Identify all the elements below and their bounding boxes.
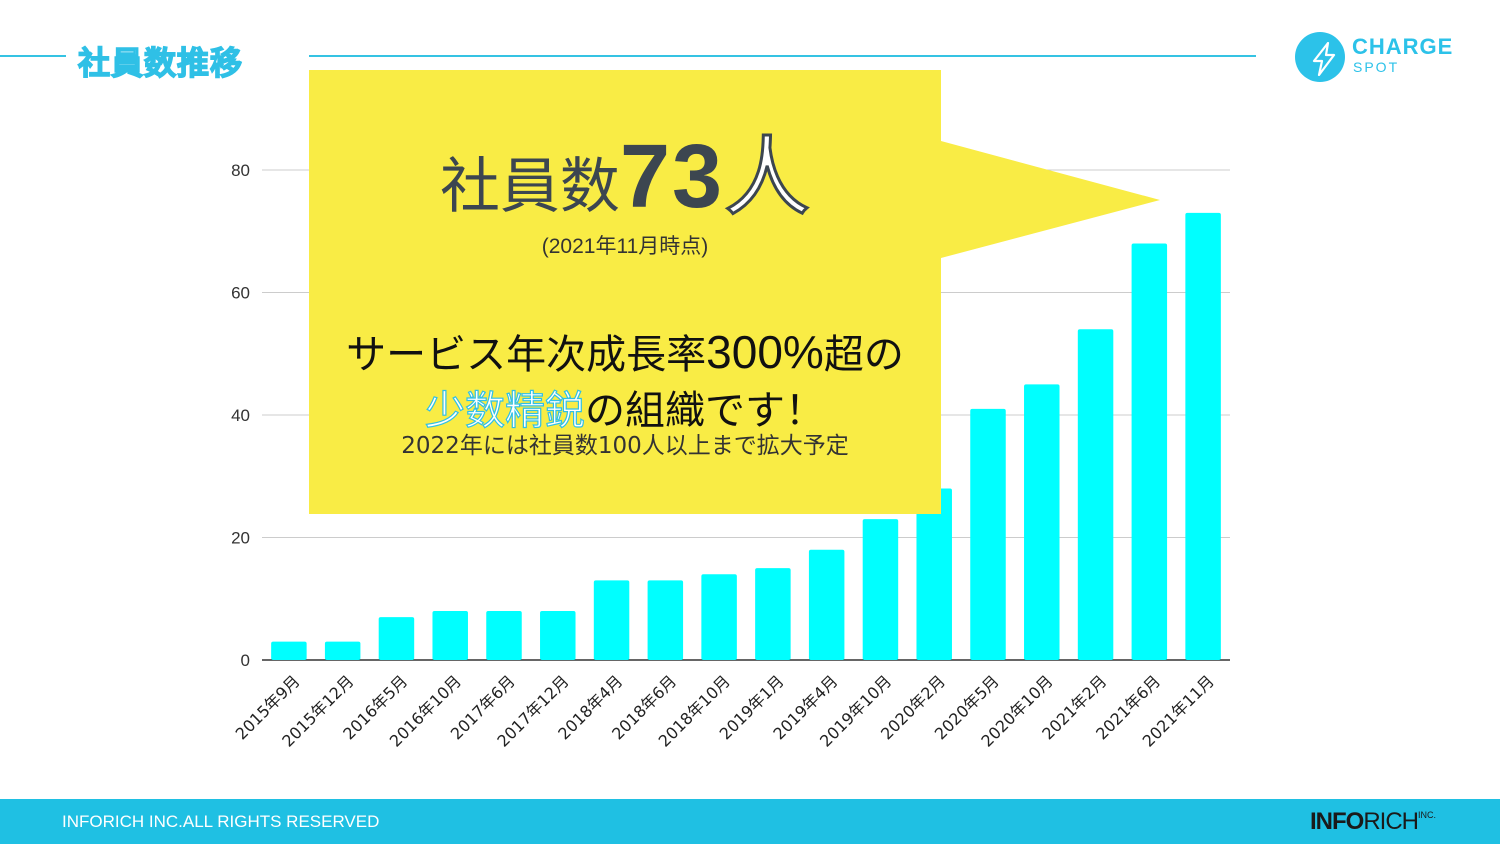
growth-message-line1: サービス年次成長率300%超の: [309, 322, 941, 380]
growth-message-b: 超の: [823, 332, 904, 378]
headline-suffix: 人: [723, 127, 812, 230]
y-tick-label: 20: [231, 529, 250, 548]
footer-bar: INFORICH INC.ALL RIGHTS RESERVED INFORIC…: [0, 799, 1500, 844]
y-tick-label: 80: [231, 161, 250, 180]
bar: [1077, 329, 1114, 660]
inforich-logo: INFORICHINC.: [1310, 808, 1436, 836]
growth-rate: 300%: [706, 326, 824, 378]
elite-team-highlight: 少数精鋭: [424, 387, 585, 434]
bar: [808, 549, 845, 660]
logo-text-charge: CHARGE: [1352, 34, 1454, 59]
callout-shape: [309, 70, 1160, 514]
headline-employee-count: 社員数73人: [309, 122, 941, 242]
as-of-date: (2021年11月時点): [541, 235, 709, 258]
bar: [970, 408, 1006, 660]
bar: [755, 568, 791, 660]
brand-bold: INFO: [1310, 808, 1364, 835]
bar: [1131, 243, 1168, 660]
headline-prefix: 社員数: [439, 152, 620, 222]
y-tick-label: 0: [241, 651, 250, 670]
bar: [540, 611, 576, 660]
bar: [701, 574, 737, 660]
logo-text-spot: SPOT: [1353, 59, 1400, 75]
bar: [432, 611, 468, 660]
bar: [271, 641, 307, 660]
bar: [916, 488, 952, 660]
lightning-bolt-icon: [1312, 42, 1336, 76]
bar: [862, 519, 899, 660]
y-axis-ticks: 0 20 40 60 80: [231, 161, 250, 670]
bar: [1185, 212, 1221, 660]
growth-message-line2: 少数精鋭の組織です！: [309, 378, 941, 436]
expansion-plan: 2022年には社員数100人以上まで拡大予定: [401, 433, 849, 459]
growth-message-a: サービス年次成長率: [346, 332, 707, 378]
bar: [378, 617, 415, 660]
brand-inc: INC.: [1418, 810, 1436, 820]
page-title: 社員数推移: [77, 43, 244, 82]
bar: [486, 611, 522, 660]
y-tick-label: 40: [231, 406, 250, 425]
bar: [324, 641, 361, 660]
brand-rest: RICH: [1363, 808, 1419, 835]
chargespot-logo: CHARGE SPOT: [1292, 30, 1462, 86]
chart-bars: [271, 212, 1221, 660]
logo-badge: [1295, 32, 1345, 82]
y-tick-label: 60: [231, 284, 250, 303]
bar: [593, 580, 630, 660]
callout-bubble: [309, 70, 1160, 514]
bar: [647, 580, 684, 660]
bar: [1024, 384, 1060, 660]
growth-message-rest: の組織です！: [585, 388, 825, 434]
copyright-text: INFORICH INC.ALL RIGHTS RESERVED: [62, 812, 380, 831]
headline-number: 73: [619, 127, 725, 227]
header-rule-right: [309, 55, 1256, 57]
header-rule-left: [0, 55, 66, 57]
